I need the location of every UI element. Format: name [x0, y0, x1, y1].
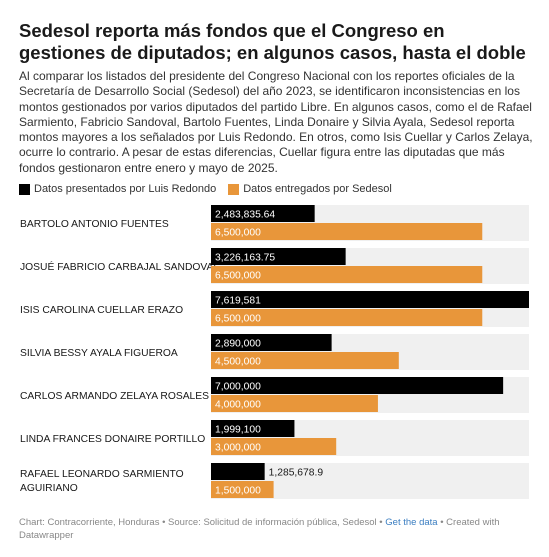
bar-sedesol-rafael-leonardo-sarmiento-aguiriano — [211, 481, 274, 498]
bar-redondo-linda-frances-donaire-portillo — [211, 420, 295, 437]
category-label-bartolo-antonio-fuentes: BARTOLO ANTONIO FUENTES — [20, 219, 169, 230]
chart-title: Sedesol reporta más fondos que el Congre… — [19, 20, 526, 63]
row-background-josue-fabricio-carbajal-sandoval — [211, 248, 529, 284]
value-label-sedesol-isis-carolina-cuellar-erazo: 6,500,000 — [215, 314, 261, 325]
bar-sedesol-linda-frances-donaire-portillo — [211, 438, 337, 455]
legend-swatch-sedesol — [228, 183, 240, 195]
legend-item-sedesol: Datos entregados por Sedesol — [228, 183, 392, 195]
bar-sedesol-bartolo-antonio-fuentes — [211, 223, 483, 240]
bar-redondo-rafael-leonardo-sarmiento-aguiriano — [211, 463, 265, 480]
bar-redondo-carlos-armando-zelaya-rosales — [211, 377, 504, 394]
row-background-rafael-leonardo-sarmiento-aguiriano — [211, 463, 529, 499]
row-background-linda-frances-donaire-portillo — [211, 420, 529, 456]
category-label-isis-carolina-cuellar-erazo: ISIS CAROLINA CUELLAR ERAZO — [20, 305, 183, 316]
bar-redondo-josue-fabricio-carbajal-sandoval — [211, 248, 346, 265]
bar-sedesol-carlos-armando-zelaya-rosales — [211, 395, 378, 412]
row-background-bartolo-antonio-fuentes — [211, 205, 529, 241]
footer-source: Chart: Contracorriente, Honduras • Sourc… — [19, 517, 386, 528]
legend-item-redondo: Datos presentados por Luis Redondo — [19, 183, 216, 195]
bar-redondo-silvia-bessy-ayala-figueroa — [211, 334, 332, 351]
value-label-redondo-rafael-leonardo-sarmiento-aguiriano: 1,285,678.9 — [269, 468, 324, 479]
legend-label-sedesol: Datos entregados por Sedesol — [243, 183, 392, 195]
value-label-redondo-silvia-bessy-ayala-figueroa: 2,890,000 — [215, 339, 261, 350]
value-label-redondo-josue-fabricio-carbajal-sandoval: 3,226,163.75 — [215, 253, 275, 264]
value-label-sedesol-josue-fabricio-carbajal-sandoval: 6,500,000 — [215, 271, 261, 282]
legend-label-redondo: Datos presentados por Luis Redondo — [34, 183, 217, 195]
value-label-redondo-carlos-armando-zelaya-rosales: 7,000,000 — [215, 382, 261, 393]
row-background-carlos-armando-zelaya-rosales — [211, 377, 529, 413]
bar-sedesol-silvia-bessy-ayala-figueroa — [211, 352, 399, 369]
row-background-isis-carolina-cuellar-erazo — [211, 291, 529, 327]
value-label-sedesol-carlos-armando-zelaya-rosales: 4,000,000 — [215, 400, 261, 411]
value-label-sedesol-linda-frances-donaire-portillo: 3,000,000 — [215, 443, 261, 454]
value-label-redondo-isis-carolina-cuellar-erazo: 7,619,581 — [215, 296, 261, 307]
value-label-redondo-bartolo-antonio-fuentes: 2,483,835.64 — [215, 210, 275, 221]
value-label-sedesol-silvia-bessy-ayala-figueroa: 4,500,000 — [215, 357, 261, 368]
chart-footer: Chart: Contracorriente, Honduras • Sourc… — [19, 517, 539, 542]
bar-redondo-bartolo-antonio-fuentes — [211, 205, 315, 222]
category-label-rafael-leonardo-sarmiento-aguiriano: RAFAEL LEONARDO SARMIENTO AGUIRIANO — [20, 469, 184, 494]
bar-redondo-isis-carolina-cuellar-erazo — [211, 291, 529, 308]
legend: Datos presentados por Luis Redondo Datos… — [19, 182, 404, 196]
row-background-silvia-bessy-ayala-figueroa — [211, 334, 529, 370]
footer-credit: • Created with Datawrapper — [19, 517, 500, 541]
value-label-sedesol-bartolo-antonio-fuentes: 6,500,000 — [215, 228, 261, 239]
chart-subtitle: Al comparar los listados del presidente … — [19, 69, 533, 175]
category-label-carlos-armando-zelaya-rosales: CARLOS ARMANDO ZELAYA ROSALES — [20, 391, 209, 402]
value-label-redondo-linda-frances-donaire-portillo: 1,999,100 — [215, 425, 261, 436]
get-the-data-link[interactable]: Get the data — [385, 517, 438, 528]
category-label-josue-fabricio-carbajal-sandoval: JOSUÉ FABRICIO CARBAJAL SANDOVAL — [20, 260, 219, 273]
category-label-linda-frances-donaire-portillo: LINDA FRANCES DONAIRE PORTILLO — [20, 434, 205, 445]
value-label-sedesol-rafael-leonardo-sarmiento-aguiriano: 1,500,000 — [215, 486, 261, 497]
legend-swatch-redondo — [19, 183, 30, 195]
bar-sedesol-isis-carolina-cuellar-erazo — [211, 309, 483, 326]
category-label-silvia-bessy-ayala-figueroa: SILVIA BESSY AYALA FIGUEROA — [20, 348, 178, 359]
bar-sedesol-josue-fabricio-carbajal-sandoval — [211, 266, 483, 283]
